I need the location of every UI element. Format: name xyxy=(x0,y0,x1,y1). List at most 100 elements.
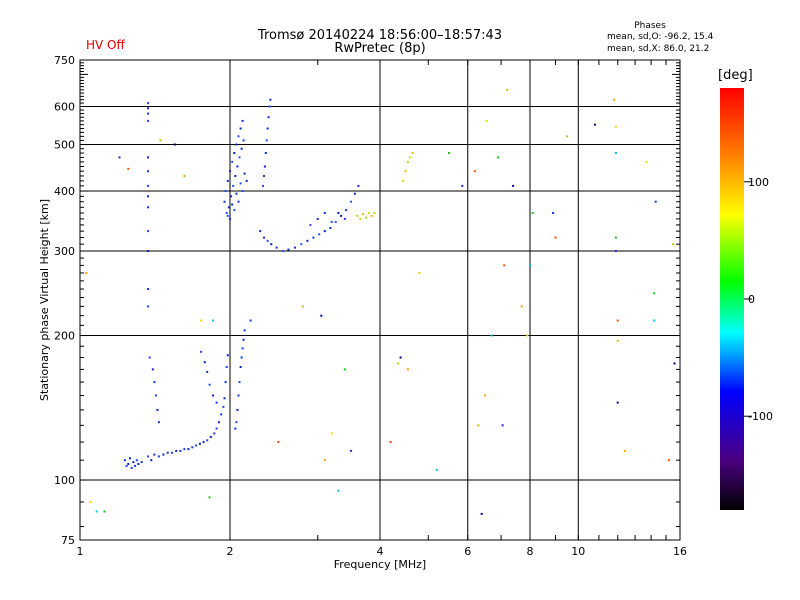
data-point xyxy=(263,175,265,177)
data-point xyxy=(153,381,156,384)
data-point xyxy=(154,394,157,397)
data-point xyxy=(337,489,340,492)
data-point xyxy=(147,195,150,198)
data-point xyxy=(350,200,353,203)
data-point xyxy=(132,461,135,464)
data-point xyxy=(593,123,596,126)
colorbar xyxy=(720,88,744,510)
data-point xyxy=(367,212,370,214)
data-point xyxy=(225,366,228,368)
y-tick-label: 200 xyxy=(54,330,75,343)
data-point xyxy=(129,457,131,460)
data-point xyxy=(268,105,271,108)
data-point xyxy=(614,250,617,252)
data-point xyxy=(461,184,464,187)
data-point xyxy=(159,139,162,142)
data-point xyxy=(350,449,353,452)
data-point xyxy=(183,448,186,451)
data-point xyxy=(242,139,245,142)
data-point xyxy=(312,236,315,239)
data-point xyxy=(406,160,409,163)
data-point xyxy=(262,184,264,187)
data-point xyxy=(191,446,194,449)
data-point xyxy=(206,370,209,373)
x-tick-label: 10 xyxy=(571,545,585,558)
data-point xyxy=(127,463,130,465)
data-point xyxy=(187,448,190,451)
colorbar-tick-label: 0 xyxy=(748,293,755,306)
data-point xyxy=(520,305,523,308)
data-point xyxy=(147,184,150,187)
data-point xyxy=(614,125,617,128)
data-point xyxy=(480,512,483,515)
data-point xyxy=(236,408,239,411)
data-point xyxy=(566,135,569,138)
data-point xyxy=(266,239,269,242)
data-point xyxy=(323,230,326,233)
y-axis-label: Stationary phase Virtual Height [km] xyxy=(38,199,51,401)
data-point xyxy=(316,217,319,220)
data-point xyxy=(215,427,218,430)
data-point xyxy=(235,421,238,424)
data-point xyxy=(234,427,237,430)
data-point xyxy=(673,362,676,365)
data-point xyxy=(230,195,233,198)
data-point xyxy=(202,441,205,443)
data-point xyxy=(200,350,203,353)
data-point xyxy=(147,112,150,115)
phases-o-stats: mean, sd,O: -96.2, 15.4 xyxy=(607,32,714,42)
data-point xyxy=(477,424,480,427)
data-point xyxy=(672,243,675,246)
data-point xyxy=(237,394,240,397)
data-point xyxy=(242,338,245,341)
data-point xyxy=(623,449,626,452)
data-point xyxy=(330,432,333,435)
x-tick-label: 1 xyxy=(77,545,84,558)
y-tick-label: 100 xyxy=(54,474,75,487)
x-tick-label: 6 xyxy=(464,545,471,558)
x-axis-label: Frequency [MHz] xyxy=(334,558,426,571)
data-point xyxy=(259,230,262,233)
data-point xyxy=(616,339,619,342)
data-point xyxy=(249,319,252,322)
data-point xyxy=(447,152,450,154)
data-point xyxy=(406,368,409,371)
data-point xyxy=(337,212,340,214)
data-point xyxy=(243,329,246,332)
data-point xyxy=(137,463,140,465)
data-point xyxy=(402,179,405,182)
data-point xyxy=(103,510,106,513)
data-point xyxy=(490,334,493,337)
data-point xyxy=(359,217,362,220)
data-point xyxy=(503,264,506,267)
colorbar-unit: [deg] xyxy=(718,68,753,83)
phases-title: Phases xyxy=(634,21,666,31)
x-tick-label: 16 xyxy=(673,545,687,558)
data-point xyxy=(212,319,215,322)
data-point xyxy=(263,165,266,168)
data-point xyxy=(654,200,657,203)
data-point xyxy=(334,220,337,223)
phases-x-stats: mean, sd,X: 86.0, 21.2 xyxy=(607,44,710,54)
data-point xyxy=(241,347,244,350)
x-axis: 1 2 4 6 8 10 16 xyxy=(77,60,687,558)
data-point xyxy=(365,216,367,219)
data-point xyxy=(162,453,165,456)
data-point xyxy=(512,184,515,187)
data-point xyxy=(320,314,323,317)
data-point xyxy=(89,501,92,503)
data-point xyxy=(153,453,156,456)
data-point xyxy=(616,401,619,404)
data-point xyxy=(552,212,555,214)
y-tick-label: 600 xyxy=(54,101,75,114)
data-point xyxy=(343,217,346,220)
data-point xyxy=(277,441,280,443)
data-point xyxy=(399,356,402,359)
data-point xyxy=(147,305,150,308)
data-point xyxy=(226,179,229,182)
data-point xyxy=(340,214,342,217)
data-point xyxy=(239,366,242,368)
data-point xyxy=(156,408,159,411)
data-point xyxy=(231,160,234,163)
